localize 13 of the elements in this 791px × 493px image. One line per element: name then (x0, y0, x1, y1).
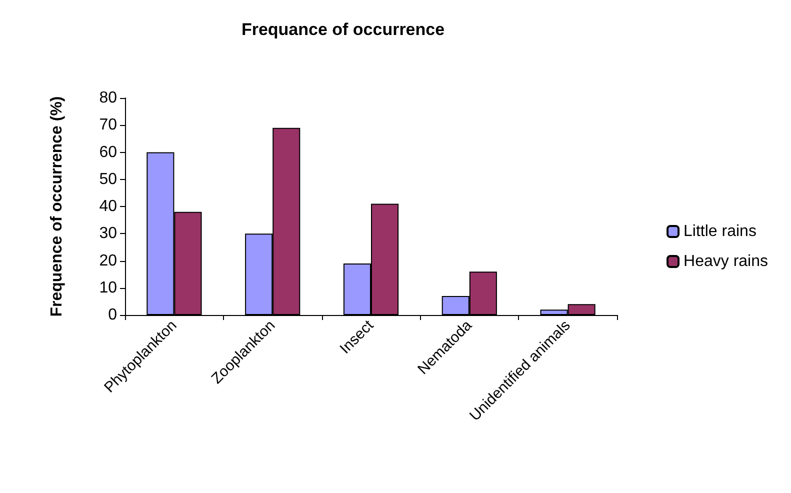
y-tick-label: 60 (99, 144, 118, 161)
y-tick-label: 40 (99, 198, 118, 215)
legend-label: Heavy rains (684, 253, 768, 270)
y-tick-label: 30 (99, 225, 118, 242)
y-axis-title: Frequence of occurrence (%) (48, 96, 66, 317)
chart-title: Frequance of occurrence (241, 20, 445, 39)
y-tick-label: 20 (99, 252, 118, 270)
y-tick-label: 80 (99, 90, 118, 106)
y-tick-label: 0 (108, 306, 118, 324)
y-tick-label: 70 (99, 116, 118, 134)
y-tick-label: 10 (99, 279, 118, 296)
y-tick-label: 50 (99, 170, 118, 188)
legend-label: Little rains (684, 223, 756, 240)
